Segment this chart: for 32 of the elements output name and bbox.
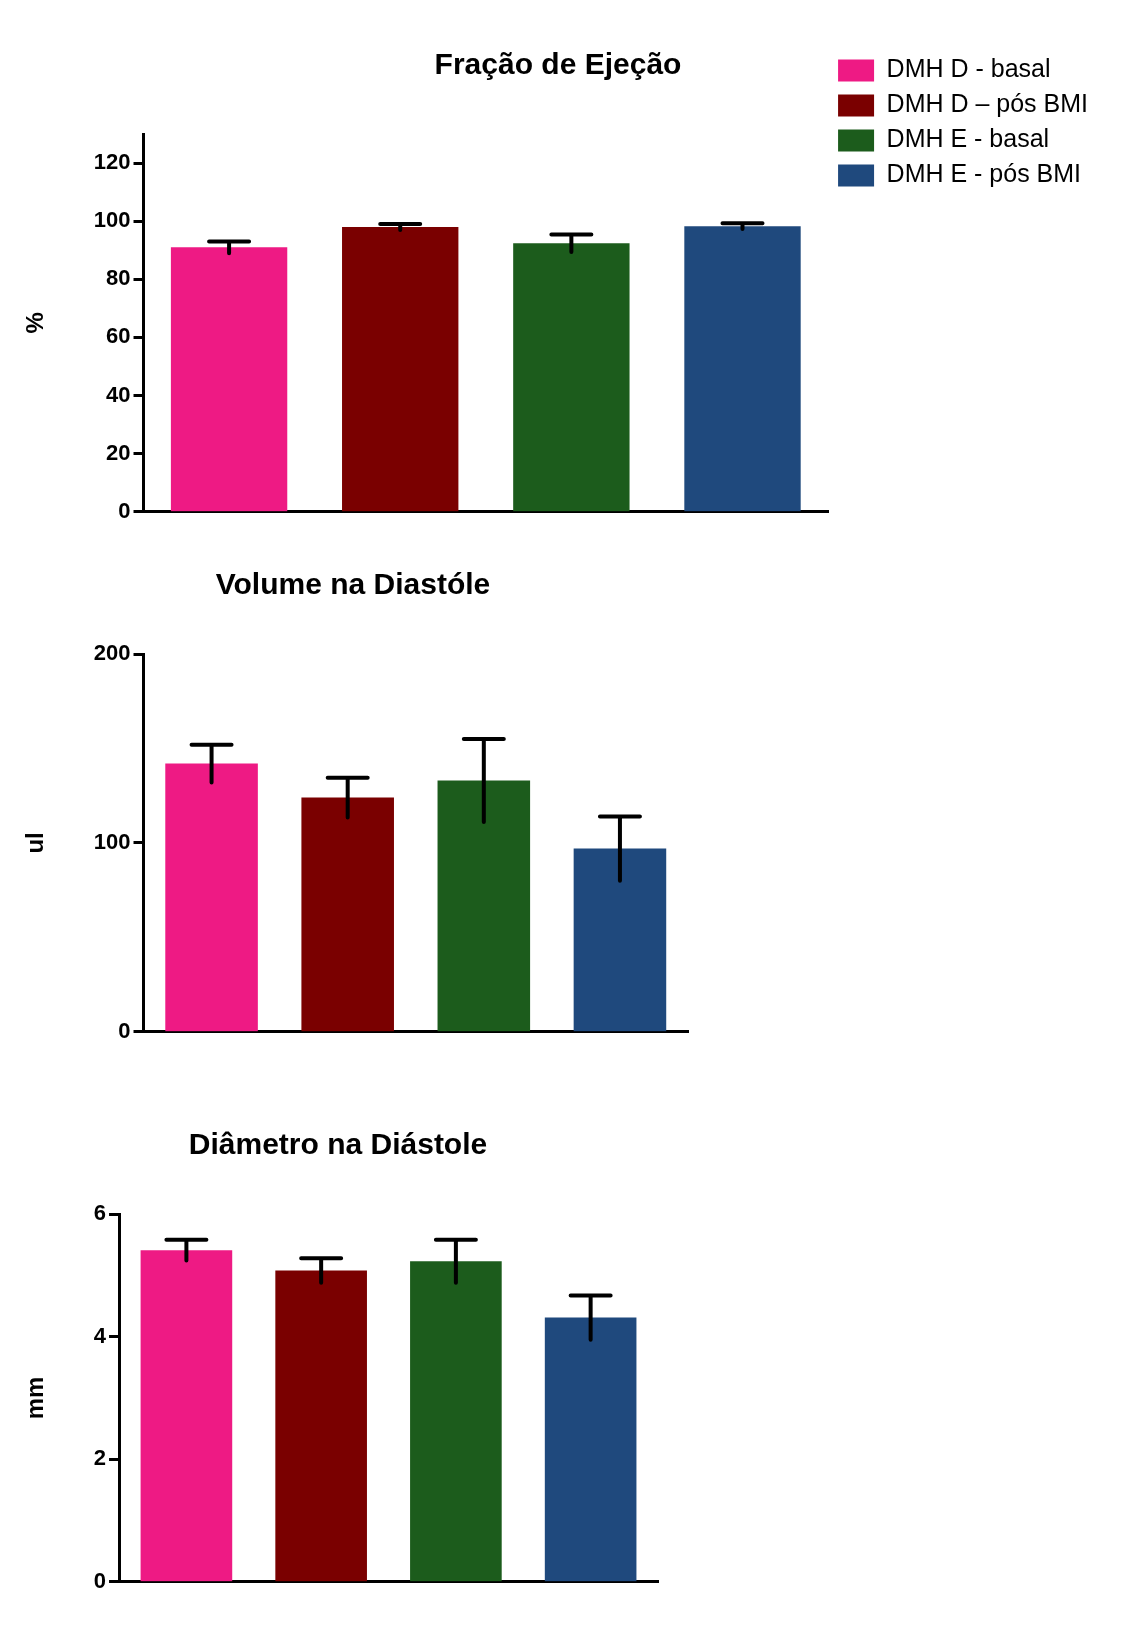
y-axis-title: mm [21,1376,49,1420]
legend-label: DMH E - pós BMI [886,159,1082,188]
bar [437,780,531,1032]
chart-title: Volume na Diastóle [215,567,491,601]
y-tick-label: 120 [93,149,131,175]
y-tick-label: 100 [93,207,131,233]
y-axis-title: ul [21,832,49,854]
y-tick-label: 20 [106,439,131,465]
y-axis-title: % [21,312,49,334]
bar [573,848,667,1032]
y-tick-label: 40 [106,381,131,407]
y-tick-label: 100 [93,828,131,854]
chart-title: Fração de Ejeção [434,47,682,81]
y-tick-label: 2 [93,1445,107,1471]
bar [301,797,394,1032]
legend-label: DMH D – pós BMI [886,89,1089,118]
bar [275,1270,367,1582]
y-tick-label: 0 [118,497,131,523]
bar [410,1261,502,1582]
y-tick-label: 4 [93,1322,107,1348]
legend-label: DMH D - basal [886,54,1051,83]
y-tick-label: 200 [93,640,131,666]
y-tick-label: 6 [93,1200,107,1226]
y-tick-label: 60 [106,323,131,349]
chart-title: Diâmetro na Diástole [188,1127,488,1161]
y-tick-label: 0 [93,1567,107,1593]
bar [165,763,258,1032]
bar [140,1250,233,1582]
legend-label: DMH E - basal [886,124,1050,153]
y-tick-label: 0 [118,1017,131,1043]
bar [544,1317,637,1582]
y-tick-label: 80 [106,265,131,291]
